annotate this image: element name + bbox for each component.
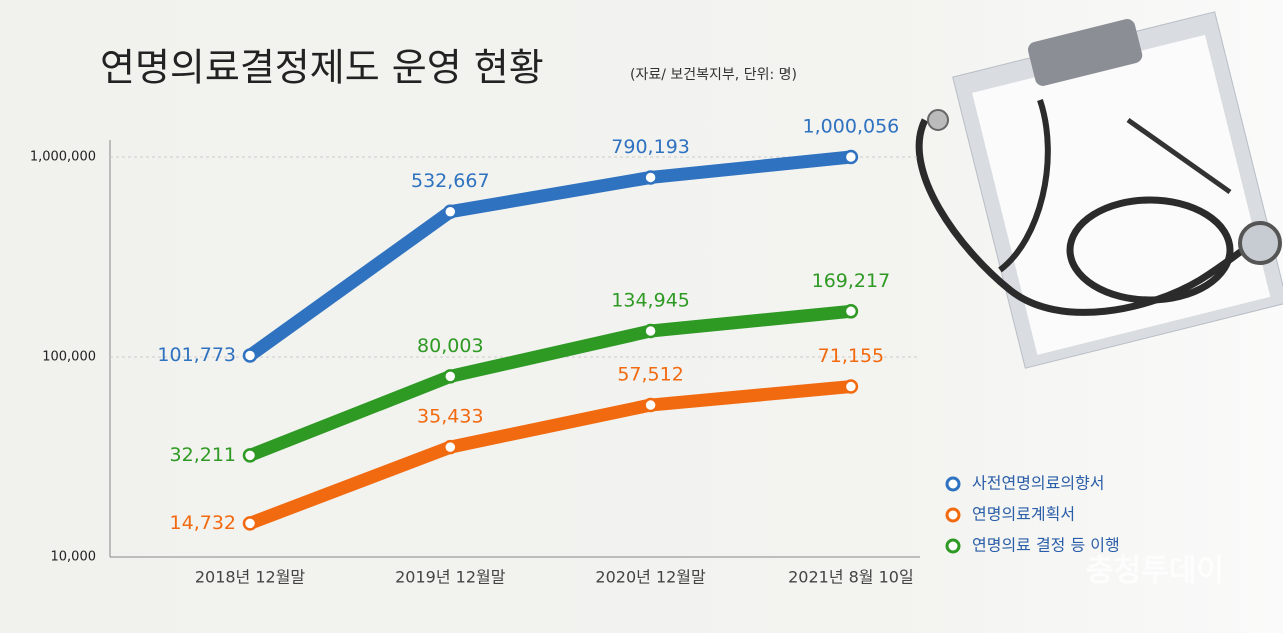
value-label: 80,003 [417, 335, 483, 357]
x-tick-label: 2018년 12월말 [195, 568, 306, 587]
value-label: 14,732 [170, 512, 236, 534]
chart-subtitle: (자료/ 보건복지부, 단위: 명) [630, 67, 797, 83]
data-point [242, 348, 258, 363]
data-point [643, 323, 658, 339]
data-point [843, 149, 859, 165]
data-point [443, 369, 458, 384]
value-label: 790,193 [611, 136, 690, 158]
data-point [242, 516, 258, 531]
value-label: 101,773 [157, 344, 236, 366]
legend-marker [945, 507, 961, 523]
data-point [443, 439, 458, 455]
x-tick-label: 2020년 12월말 [595, 568, 706, 587]
legend-label: 연명의료 결정 등 이행 [972, 536, 1120, 555]
data-point [242, 448, 258, 463]
value-label: 532,667 [411, 170, 490, 192]
y-tick-label: 100,000 [42, 350, 96, 365]
value-label: 57,512 [617, 364, 683, 386]
legend-label: 사전연명의료의향서 [972, 474, 1104, 493]
series-line [246, 150, 852, 361]
value-label: 134,945 [611, 289, 690, 311]
data-point [643, 397, 658, 413]
data-point [843, 379, 859, 394]
value-label: 32,211 [170, 444, 236, 466]
chart-title: 연명의료결정제도 운영 현황 [100, 46, 544, 90]
value-label: 1,000,056 [803, 115, 900, 137]
data-point [443, 204, 458, 219]
watermark: 충청투데이 [1086, 554, 1224, 589]
data-point [843, 304, 859, 319]
data-point [643, 170, 658, 185]
value-label: 35,433 [417, 406, 483, 428]
series-line [247, 304, 852, 462]
value-label: 71,155 [818, 345, 884, 367]
series-line [247, 380, 852, 530]
y-tick-label: 1,000,000 [30, 150, 96, 165]
legend-label: 연명의료계획서 [972, 505, 1075, 524]
legend-marker [945, 538, 961, 554]
y-tick-label: 10,000 [51, 550, 97, 565]
illustration [915, 11, 1283, 369]
value-label: 169,217 [812, 270, 891, 292]
legend-marker [945, 476, 961, 492]
x-tick-label: 2021년 8월 10일 [788, 568, 914, 587]
x-tick-label: 2019년 12월말 [395, 568, 506, 587]
